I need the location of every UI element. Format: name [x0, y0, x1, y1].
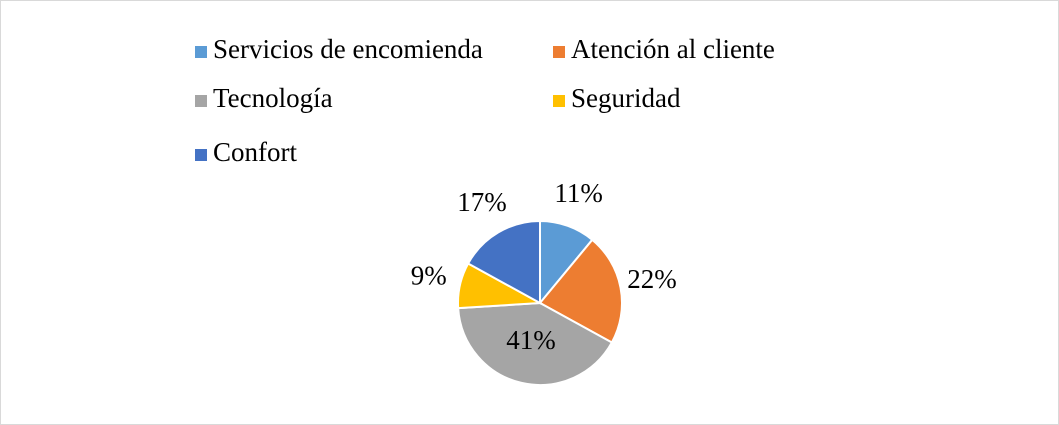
legend-label: Servicios de encomienda — [213, 34, 483, 64]
legend-label: Tecnología — [213, 83, 333, 113]
legend-swatch — [553, 46, 565, 58]
legend-label: Atención al cliente — [571, 34, 775, 64]
pie-slice — [466, 219, 541, 305]
pie-slice — [457, 301, 614, 386]
legend-swatch — [553, 95, 565, 107]
legend-swatch — [195, 95, 207, 107]
data-label: 17% — [457, 187, 507, 217]
data-label: 41% — [506, 325, 556, 355]
legend-swatch — [195, 149, 207, 161]
legend-label: Confort — [213, 137, 297, 167]
legend-swatch — [195, 46, 207, 58]
legend-label: Seguridad — [571, 83, 681, 113]
data-label: 22% — [627, 264, 677, 294]
data-label: 9% — [411, 260, 447, 290]
pie-slice — [538, 238, 623, 344]
data-label: 11% — [554, 178, 603, 208]
